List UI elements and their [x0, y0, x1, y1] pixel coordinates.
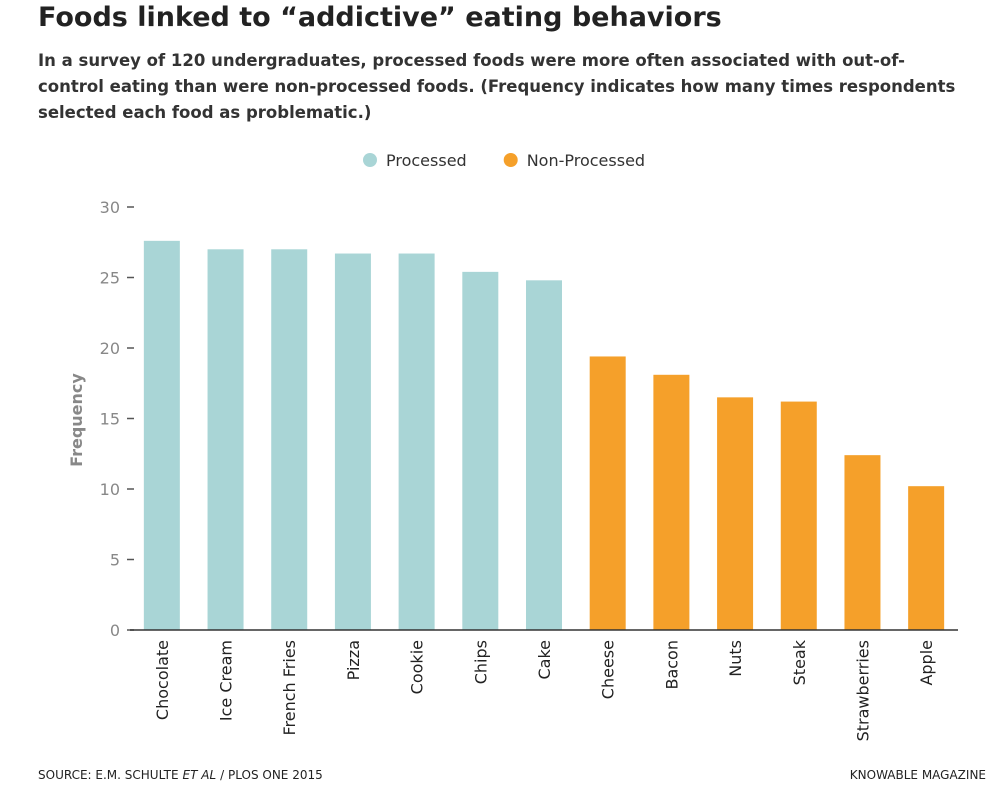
x-tick-label: Cookie	[408, 640, 427, 694]
bar	[334, 253, 371, 630]
bar	[844, 455, 881, 630]
source-text: SOURCE: E.M. SCHULTE	[38, 768, 179, 782]
chart-subtitle: In a survey of 120 undergraduates, proce…	[38, 51, 956, 122]
x-tick-label: Strawberries	[853, 640, 872, 741]
source: SOURCE: E.M. SCHULTE ET AL / PLOS ONE 2015	[38, 768, 327, 782]
y-tick-label: 20	[100, 339, 120, 358]
source-text: ET AL	[182, 768, 217, 782]
x-tick-label: Chocolate	[153, 640, 172, 720]
bar	[908, 486, 945, 630]
y-axis-title: Frequency	[67, 373, 86, 467]
bar	[271, 249, 308, 631]
bar	[526, 280, 562, 630]
y-tick-label: 5	[110, 551, 120, 570]
bar	[462, 271, 499, 630]
x-tick-label: Pizza	[344, 640, 363, 680]
legend-swatch	[363, 153, 377, 167]
bar	[589, 356, 626, 630]
legend-label: Processed	[386, 151, 467, 170]
credit: KNOWABLE MAGAZINE	[849, 768, 986, 782]
legend-swatch	[503, 153, 518, 167]
x-tick-label: French Fries	[280, 640, 299, 736]
bar	[717, 397, 754, 630]
legend-label: Non-Processed	[527, 151, 645, 170]
x-tick-label: Steak	[790, 639, 809, 685]
y-tick-label: 25	[100, 269, 120, 288]
bar	[143, 240, 180, 630]
x-tick-label: Ice Cream	[217, 640, 236, 721]
y-tick-label: 30	[100, 198, 120, 217]
bar	[398, 253, 435, 630]
bar	[780, 401, 817, 630]
y-tick-label: 0	[110, 621, 120, 640]
x-tick-label: Cake	[535, 640, 554, 680]
bar	[653, 374, 690, 630]
bar	[207, 249, 244, 631]
y-tick-label: 15	[100, 410, 120, 429]
y-tick-label: 10	[100, 480, 120, 499]
x-tick-label: Chips	[471, 640, 490, 684]
x-tick-label: Cheese	[599, 640, 618, 699]
chart-title: Foods linked to “addictive” eating behav…	[38, 2, 722, 33]
x-tick-label: Nuts	[726, 640, 745, 677]
x-tick-label: Apple	[917, 640, 936, 686]
source-text: / PLOS ONE 2015	[220, 768, 323, 782]
x-tick-label: Bacon	[662, 640, 681, 690]
